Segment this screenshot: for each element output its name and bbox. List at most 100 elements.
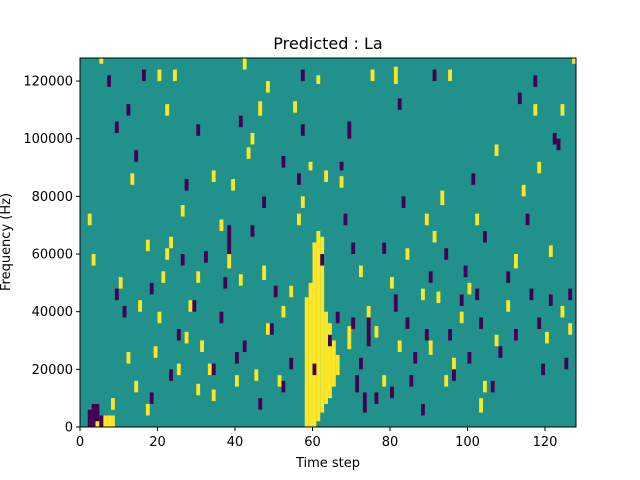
heatmap-cell-low — [335, 311, 340, 324]
heatmap-cell-low — [432, 69, 437, 82]
heatmap-cell-low — [192, 300, 197, 312]
x-axis-label: Time step — [295, 456, 360, 471]
y-tick-label: 120000 — [23, 75, 73, 90]
heatmap-cell-high — [370, 69, 375, 82]
heatmap-cell-high — [184, 331, 189, 344]
heatmap-cell-high — [266, 323, 270, 335]
heatmap-cell-low — [393, 294, 398, 312]
heatmap-cell-high — [382, 375, 387, 387]
heatmap-cell-high — [424, 213, 429, 226]
heatmap-cell-high — [207, 363, 212, 376]
heatmap-cell-high — [258, 101, 263, 116]
heatmap-cell-high — [320, 236, 325, 413]
heatmap-cell-high — [235, 375, 239, 387]
heatmap-cell-high — [548, 245, 553, 257]
heatmap-cell-low — [525, 213, 530, 226]
heatmap-cell-low — [142, 69, 146, 82]
y-tick-label: 80000 — [32, 190, 73, 205]
heatmap-cell-high — [324, 311, 328, 404]
y-tick-label: 20000 — [32, 363, 73, 378]
heatmap-cell-low — [149, 392, 154, 404]
heatmap-cell-low — [483, 230, 487, 243]
heatmap-cell-low — [250, 225, 255, 237]
heatmap-cell-low — [355, 375, 359, 393]
heatmap-cell-low — [300, 69, 305, 82]
heatmap-cell-low — [467, 352, 472, 364]
heatmap-cell-low — [149, 282, 154, 295]
heatmap-cell-high — [293, 101, 297, 113]
heatmap-cell-high — [533, 104, 538, 116]
heatmap-cell-low — [541, 363, 545, 376]
heatmap-cell-low — [475, 288, 480, 301]
y-tick-label: 40000 — [32, 305, 73, 320]
heatmap-cell-high — [219, 219, 224, 231]
x-axis-ticks: 0 20 40 60 80 100 120 — [76, 427, 558, 450]
heatmap-cell-low — [556, 138, 561, 151]
heatmap-cell-low — [235, 352, 239, 364]
heatmap-cell-low — [413, 352, 418, 364]
heatmap-cell-high — [390, 277, 394, 289]
heatmap-cell-low — [87, 409, 92, 427]
heatmap-cell-high — [568, 323, 573, 335]
heatmap-cell-low — [343, 213, 348, 226]
heatmap-cell-high — [397, 340, 402, 353]
heatmap-cell-high — [169, 236, 173, 249]
heatmap-cell-low — [564, 357, 569, 370]
heatmap-cell-high — [324, 170, 328, 182]
heatmap-cells — [87, 58, 576, 427]
heatmap-cell-low — [366, 317, 371, 347]
y-axis-label: Frequency (Hz) — [0, 193, 14, 291]
heatmap-cell-high — [176, 363, 181, 376]
heatmap-cell-low — [444, 248, 449, 260]
heatmap-cell-high — [316, 230, 321, 422]
heatmap-cell-high — [130, 173, 135, 185]
heatmap-cell-high — [300, 196, 305, 208]
heatmap-cell-high — [157, 311, 162, 324]
heatmap-cell-low — [312, 363, 317, 376]
heatmap-cell-high — [335, 354, 340, 376]
heatmap-cell-high — [421, 288, 425, 301]
chart-title: Predicted : La — [273, 34, 382, 53]
heatmap-cell-low — [537, 317, 542, 329]
heatmap-cell-low — [176, 328, 181, 341]
heatmap-cell-low — [134, 150, 139, 162]
heatmap-cell-low — [351, 242, 356, 255]
heatmap-cell-low — [196, 124, 201, 136]
heatmap-cell-low — [269, 323, 274, 335]
heatmap-cell-low — [424, 328, 429, 341]
heatmap-cell-high — [428, 340, 433, 355]
heatmap-cell-low — [409, 375, 414, 387]
heatmap-cell-high — [308, 161, 313, 171]
heatmap-cell-high — [161, 271, 166, 283]
heatmap-cell-low — [405, 317, 410, 329]
heatmap-cell-high — [494, 334, 499, 347]
heatmap-cell-high — [107, 415, 111, 427]
heatmap-cell-high — [254, 369, 259, 381]
heatmap-cell-high — [405, 248, 410, 260]
heatmap-cell-high — [242, 58, 247, 70]
heatmap-cell-low — [169, 369, 173, 381]
y-tick-label: 0 — [65, 421, 73, 436]
heatmap-cell-high — [374, 326, 379, 338]
heatmap-cell-low — [219, 311, 224, 324]
heatmap-cell-low — [122, 305, 127, 318]
x-tick-label: 120 — [533, 435, 558, 450]
x-tick-label: 60 — [304, 435, 321, 450]
y-axis-ticks: 0 20000 40000 60000 80000 100000 120000 — [23, 75, 80, 436]
heatmap-cell-low — [297, 173, 301, 185]
heatmap-cell-high — [246, 147, 251, 159]
heatmap-cell-low — [351, 317, 356, 329]
heatmap-cell-high — [440, 190, 445, 206]
heatmap-cell-high — [432, 230, 437, 243]
heatmap-cell-high — [347, 326, 352, 350]
heatmap-cell-high — [165, 104, 170, 116]
heatmap-cell-high — [211, 389, 216, 402]
heatmap-cell-low — [552, 132, 557, 145]
heatmap-cell-high — [572, 58, 576, 64]
heatmap-cell-low — [517, 92, 522, 105]
heatmap-cell-high — [366, 305, 371, 318]
heatmap-cell-low — [498, 346, 503, 358]
heatmap-cell-low — [428, 271, 433, 283]
heatmap-cell-low — [490, 380, 495, 393]
heatmap-cell-low — [223, 277, 228, 289]
